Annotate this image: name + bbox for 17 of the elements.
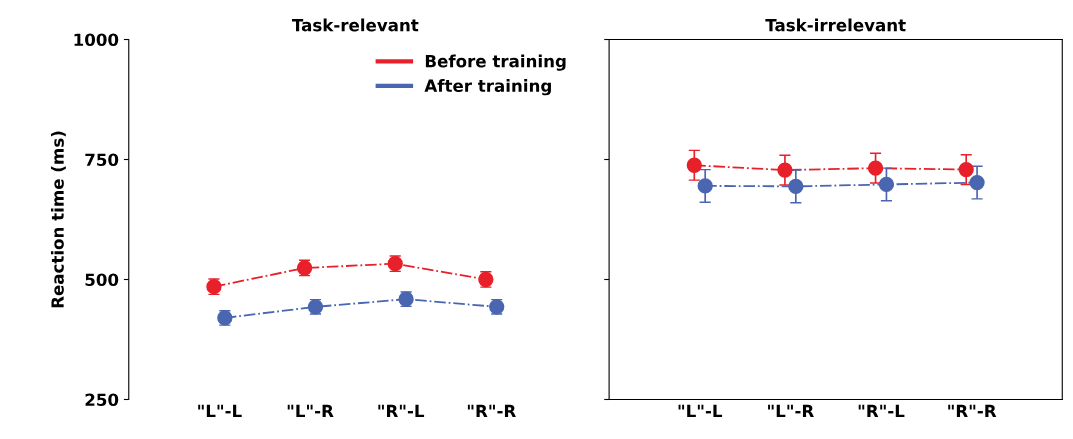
x-tick-label: "R"-L (378, 404, 425, 418)
y-tick-label: 250 (85, 393, 119, 407)
x-tick-label: "L"-L (198, 404, 242, 418)
x-tick-label: "L"-L (678, 404, 723, 418)
x-tick-label: "L"-R (768, 404, 814, 418)
chart-title: Task-irrelevant (765, 18, 906, 32)
legend-label: After training (424, 79, 551, 96)
y-tick-label: 1000 (74, 33, 119, 47)
y-axis-title: Reaction time (ms) (50, 131, 66, 308)
y-tick-label: 750 (85, 153, 119, 167)
x-tick-label: "L"-R (287, 404, 334, 418)
x-tick-label: "R"-L (858, 404, 905, 418)
x-tick-label: "R"-R (948, 404, 997, 418)
y-tick-label: 500 (85, 273, 119, 287)
legend-label: Before training (425, 54, 566, 71)
chart-title: Task-relevant (291, 18, 419, 32)
x-tick-label: "R"-R (467, 404, 516, 418)
